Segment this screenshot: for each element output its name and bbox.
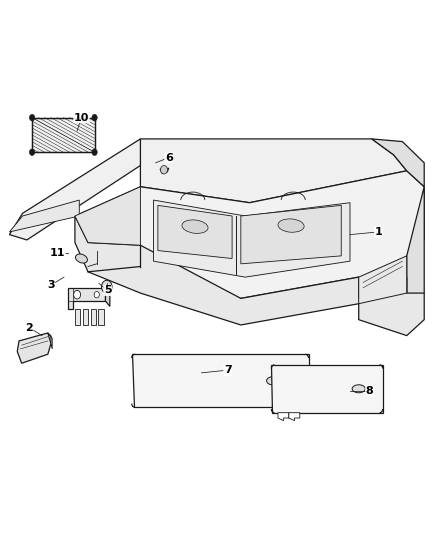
Text: 3: 3	[47, 280, 55, 290]
Circle shape	[102, 280, 112, 293]
Text: 11: 11	[49, 248, 65, 258]
Ellipse shape	[182, 220, 208, 233]
Ellipse shape	[267, 376, 281, 385]
Polygon shape	[75, 171, 424, 298]
Text: 2: 2	[25, 322, 33, 333]
Circle shape	[74, 290, 81, 299]
Polygon shape	[241, 205, 341, 264]
Polygon shape	[75, 309, 80, 325]
Polygon shape	[141, 139, 407, 203]
Polygon shape	[289, 413, 300, 421]
Polygon shape	[10, 139, 141, 240]
Polygon shape	[17, 333, 51, 364]
Ellipse shape	[75, 254, 88, 263]
Polygon shape	[106, 288, 110, 306]
Circle shape	[94, 292, 99, 298]
Ellipse shape	[352, 385, 365, 393]
Polygon shape	[359, 256, 407, 304]
Polygon shape	[48, 333, 52, 349]
Circle shape	[92, 115, 97, 121]
Polygon shape	[407, 187, 424, 309]
Text: 6: 6	[165, 152, 173, 163]
Polygon shape	[10, 200, 79, 232]
Circle shape	[92, 149, 97, 156]
Text: 5: 5	[104, 286, 112, 295]
Polygon shape	[272, 365, 383, 413]
Text: 1: 1	[374, 227, 382, 237]
Ellipse shape	[278, 219, 304, 232]
Polygon shape	[153, 200, 350, 277]
Polygon shape	[160, 166, 169, 173]
Polygon shape	[99, 309, 104, 325]
Polygon shape	[68, 288, 106, 309]
Polygon shape	[75, 216, 424, 336]
Text: 7: 7	[224, 365, 232, 375]
Polygon shape	[32, 118, 95, 152]
Polygon shape	[372, 139, 424, 187]
Circle shape	[160, 165, 167, 174]
Circle shape	[29, 149, 35, 156]
Polygon shape	[83, 309, 88, 325]
Polygon shape	[278, 413, 289, 421]
Circle shape	[29, 115, 35, 121]
Polygon shape	[132, 354, 308, 407]
Text: 10: 10	[74, 112, 89, 123]
Polygon shape	[91, 309, 96, 325]
Polygon shape	[75, 187, 141, 245]
Polygon shape	[158, 205, 232, 259]
Text: 8: 8	[366, 386, 374, 397]
